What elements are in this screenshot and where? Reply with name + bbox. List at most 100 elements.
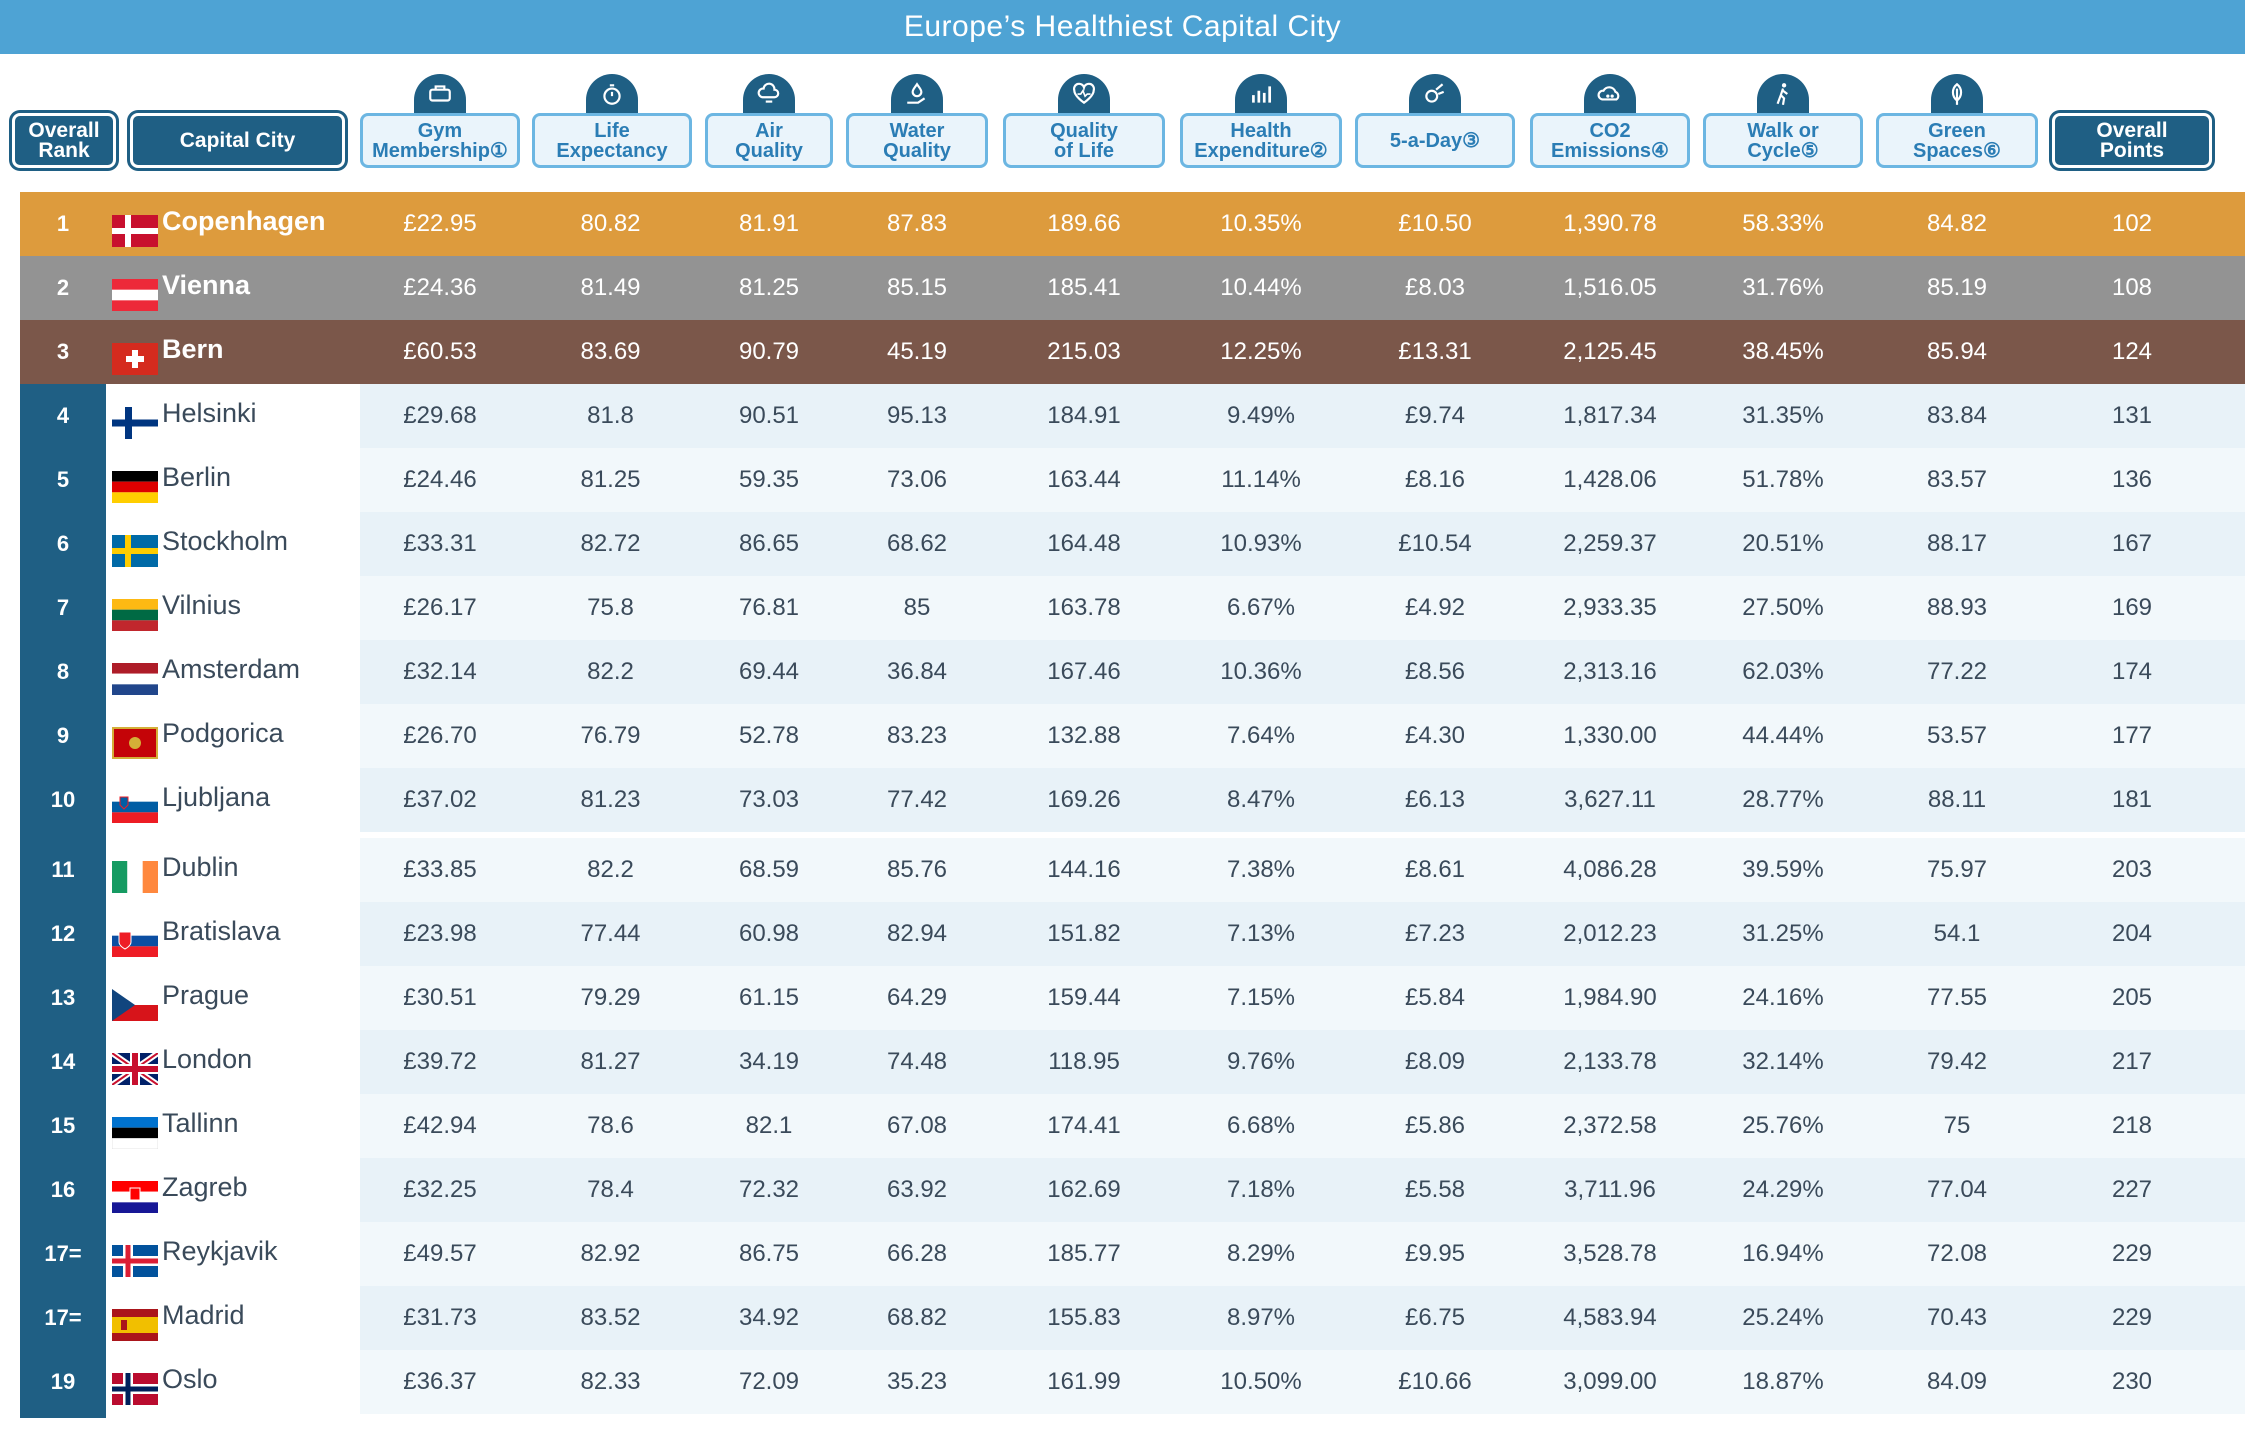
table-row: 6 Stockholm £33.31 82.72 86.65 68.62 164.48 10.… <box>20 512 2245 576</box>
flag-icon-montenegro <box>112 720 158 759</box>
water-cell: 66.28 <box>886 1240 948 1267</box>
column-header-points[interactable]: Overall Points <box>2052 113 2212 168</box>
column-header-life[interactable]: Life Expectancy <box>532 113 692 168</box>
walk-cell: 20.51% <box>1742 530 1824 557</box>
city-name: Madrid <box>162 1300 245 1330</box>
column-header-five[interactable]: 5-a-Day③ <box>1355 113 1515 168</box>
life-cell: 77.44 <box>580 920 641 947</box>
column-header-health[interactable]: Health Expenditure② <box>1180 113 1342 168</box>
green-cell: 88.11 <box>1927 786 1987 813</box>
qol-cell: 215.03 <box>1047 338 1121 365</box>
walking-person-icon <box>1757 74 1809 114</box>
five-cell: £9.74 <box>1404 402 1466 429</box>
air-cell: 34.92 <box>738 1304 800 1331</box>
flag-icon-croatia <box>112 1174 158 1213</box>
table-row: 19 Oslo £36.37 82.33 72.09 35.23 161.99 10.50% £… <box>20 1350 2245 1414</box>
qol-cell: 161.99 <box>1047 1368 1121 1395</box>
co2-cell: 1,984.90 <box>1563 984 1657 1011</box>
fruit-icon <box>1409 74 1461 114</box>
co2-cell: 2,933.35 <box>1563 594 1657 621</box>
health-cell: 7.38% <box>1226 856 1296 883</box>
column-header-city[interactable]: Capital City <box>130 113 345 168</box>
walk-cell: 51.78% <box>1742 466 1824 493</box>
flag-icon-norway <box>112 1366 158 1405</box>
air-cell: 34.19 <box>738 1048 800 1075</box>
table-row: 2 Vienna £24.36 81.49 81.25 85.15 185.41 10.44%… <box>20 256 2245 320</box>
column-header-co2[interactable]: CO2 Emissions④ <box>1530 113 1690 168</box>
five-cell: £8.03 <box>1404 274 1466 301</box>
co2-cell: 3,711.96 <box>1564 1176 1656 1203</box>
column-header-water[interactable]: Water Quality <box>846 113 988 168</box>
life-cell: 81.23 <box>580 786 641 813</box>
water-cell: 85 <box>903 594 931 621</box>
rank-cell: 19 <box>50 1369 76 1394</box>
co2-cell: 1,330.00 <box>1563 722 1657 749</box>
qol-cell: 164.48 <box>1047 530 1121 557</box>
air-cell: 86.65 <box>738 530 800 557</box>
air-cell: 72.09 <box>738 1368 800 1395</box>
flag-icon-finland <box>112 400 158 439</box>
co2-cell: 3,528.78 <box>1563 1240 1657 1267</box>
walk-cell: 25.76% <box>1742 1112 1824 1139</box>
city-cell: Podgorica <box>106 704 380 768</box>
flag-icon-slovakia <box>112 918 158 957</box>
column-header-gym[interactable]: Gym Membership① <box>360 113 520 168</box>
green-cell: 77.22 <box>1926 658 1988 685</box>
table-row: 9 Podgorica £26.70 76.79 52.78 83.23 132.88 7.6… <box>20 704 2245 768</box>
column-header-air[interactable]: Air Quality <box>705 113 833 168</box>
walk-cell: 24.16% <box>1742 984 1824 1011</box>
five-cell: £10.66 <box>1398 1368 1472 1395</box>
health-cell: 9.76% <box>1226 1048 1296 1075</box>
green-cell: 53.57 <box>1926 722 1988 749</box>
gym-cell: £26.17 <box>403 594 477 621</box>
water-cell: 68.82 <box>886 1304 948 1331</box>
air-cell: 90.51 <box>738 402 800 429</box>
points-cell: 102 <box>2111 210 2153 237</box>
stopwatch-icon <box>586 74 638 114</box>
qol-cell: 132.88 <box>1047 722 1121 749</box>
rank-cell: 5 <box>56 467 70 492</box>
gym-cell: £60.53 <box>403 338 477 365</box>
flag-icon-sweden <box>112 528 158 567</box>
green-cell: 83.84 <box>1926 402 1988 429</box>
city-cell: Copenhagen <box>106 192 380 256</box>
air-cell: 81.91 <box>738 210 800 237</box>
column-header-green[interactable]: Green Spaces⑥ <box>1876 113 2038 168</box>
city-name: London <box>162 1044 253 1074</box>
co2-cell: 2,133.78 <box>1563 1048 1657 1075</box>
gym-cell: £30.51 <box>403 984 477 1011</box>
air-cell: 90.79 <box>738 338 800 365</box>
city-name: Bern <box>162 334 224 364</box>
green-cell: 85.94 <box>1926 338 1988 365</box>
green-cell: 84.09 <box>1926 1368 1988 1395</box>
air-cell: 52.78 <box>738 722 800 749</box>
life-cell: 82.2 <box>587 856 634 883</box>
rank-cell: 9 <box>56 723 70 748</box>
green-cell: 88.17 <box>1926 530 1988 557</box>
qol-cell: 162.69 <box>1047 1176 1121 1203</box>
column-header-qol[interactable]: Quality of Life <box>1003 113 1165 168</box>
points-cell: 204 <box>2111 920 2153 947</box>
column-header-rank[interactable]: Overall Rank <box>12 113 116 168</box>
city-cell: Helsinki <box>106 384 380 448</box>
table-row: 14 London £39.72 81.27 34.19 74.48 118.95 9.76%… <box>20 1030 2245 1094</box>
life-cell: 81.49 <box>580 274 641 301</box>
walk-cell: 18.87% <box>1742 1368 1824 1395</box>
gym-cell: £26.70 <box>403 722 477 749</box>
flag-icon-lithuania <box>112 592 158 631</box>
co2-cell: 2,313.16 <box>1563 658 1657 685</box>
city-name: Podgorica <box>162 718 284 748</box>
five-cell: £5.58 <box>1404 1176 1466 1203</box>
flag-icon-switzerland <box>112 336 158 375</box>
water-cell: 68.62 <box>886 530 948 557</box>
column-header-walk[interactable]: Walk or Cycle⑤ <box>1703 113 1863 168</box>
green-cell: 75 <box>1943 1112 1971 1139</box>
table-row: 12 Bratislava £23.98 77.44 60.98 82.94 151.82 7… <box>20 902 2245 966</box>
table-row: 8 Amsterdam £32.14 82.2 69.44 36.84 167.46 10.3… <box>20 640 2245 704</box>
table-row: 17= Reykjavik £49.57 82.92 86.75 66.28 185.77 8… <box>20 1222 2245 1286</box>
city-cell: Stockholm <box>106 512 380 576</box>
city-name: Amsterdam <box>162 654 301 684</box>
life-cell: 79.29 <box>580 984 641 1011</box>
qol-cell: 159.44 <box>1047 984 1121 1011</box>
water-cell: 95.13 <box>886 402 948 429</box>
